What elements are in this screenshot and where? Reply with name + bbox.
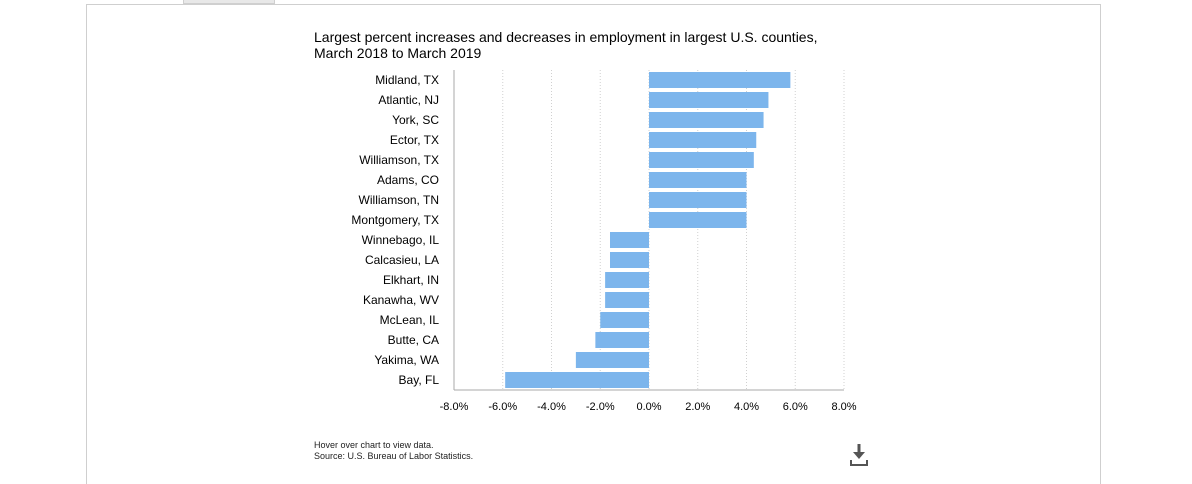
- bar[interactable]: [649, 172, 747, 188]
- bar[interactable]: [505, 372, 649, 388]
- bar[interactable]: [595, 332, 649, 348]
- bar[interactable]: [649, 92, 769, 108]
- tab-stub[interactable]: [183, 0, 275, 4]
- category-label: Yakima, WA: [374, 353, 439, 367]
- bar[interactable]: [610, 232, 649, 248]
- bar[interactable]: [600, 312, 649, 328]
- chart-frame: [86, 4, 1101, 484]
- bar[interactable]: [649, 132, 757, 148]
- x-tick-label: 2.0%: [685, 401, 710, 413]
- category-label: Butte, CA: [388, 333, 439, 347]
- category-label: Elkhart, IN: [383, 273, 439, 287]
- source-note: Source: U.S. Bureau of Labor Statistics.: [314, 451, 474, 461]
- category-label: Kanawha, WV: [363, 293, 439, 307]
- chart-footnote: Hover over chart to view data. Source: U…: [314, 440, 473, 462]
- category-label: McLean, IL: [380, 313, 440, 327]
- bar[interactable]: [605, 272, 649, 288]
- bar[interactable]: [649, 212, 747, 228]
- category-label: Atlantic, NJ: [378, 93, 439, 107]
- x-tick-label: 8.0%: [831, 401, 856, 413]
- x-tick-label: -6.0%: [488, 401, 517, 413]
- category-label: York, SC: [392, 113, 439, 127]
- category-label: Winnebago, IL: [362, 233, 440, 247]
- bar[interactable]: [649, 192, 747, 208]
- hover-hint: Hover over chart to view data.: [314, 440, 434, 450]
- bar[interactable]: [649, 152, 754, 168]
- bar[interactable]: [649, 112, 764, 128]
- bar[interactable]: [575, 352, 649, 368]
- category-label: Ector, TX: [390, 133, 439, 147]
- category-label: Adams, CO: [377, 173, 439, 187]
- category-label: Williamson, TX: [359, 153, 439, 167]
- bar[interactable]: [649, 72, 791, 88]
- category-label: Midland, TX: [375, 73, 439, 87]
- x-tick-label: 4.0%: [734, 401, 759, 413]
- category-label: Williamson, TN: [359, 193, 439, 207]
- x-tick-label: -4.0%: [537, 401, 566, 413]
- chart-title: Largest percent increases and decreases …: [314, 29, 818, 61]
- category-label: Bay, FL: [399, 373, 440, 387]
- x-tick-label: 0.0%: [636, 401, 661, 413]
- x-tick-label: -2.0%: [586, 401, 615, 413]
- bar[interactable]: [610, 252, 649, 268]
- x-tick-label: 6.0%: [783, 401, 808, 413]
- chart-plot[interactable]: Midland, TX Atlantic, NJ York, SC Ector, TX…: [0, 0, 1192, 470]
- category-label: Calcasieu, LA: [365, 253, 439, 267]
- bar[interactable]: [605, 292, 649, 308]
- category-label: Montgomery, TX: [351, 213, 439, 227]
- download-icon[interactable]: [848, 442, 870, 468]
- x-tick-label: -8.0%: [440, 401, 469, 413]
